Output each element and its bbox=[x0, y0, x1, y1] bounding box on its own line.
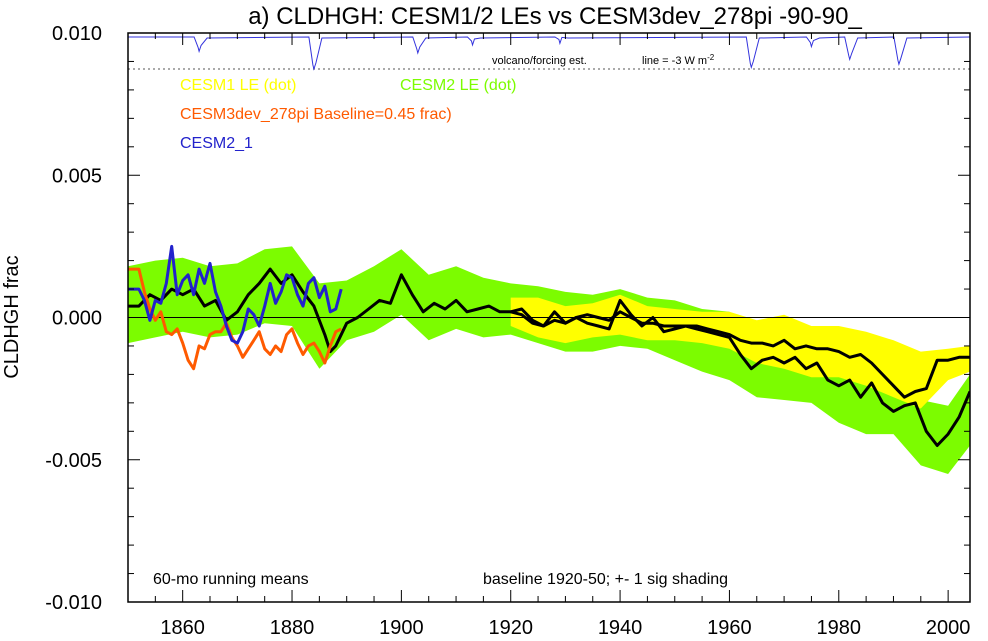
band-cesm1-le bbox=[510, 294, 970, 409]
volcano-label: volcano/forcing est. bbox=[492, 55, 587, 67]
y-tick-label: 0.010 bbox=[52, 23, 102, 45]
legend-cesm2-1: CESM2_1 bbox=[180, 135, 253, 152]
x-axis: 1860 1880 1900 1920 1940 1960 1980 2000 bbox=[127, 33, 971, 639]
legend-cesm2: CESM2 LE (dot) bbox=[400, 77, 516, 94]
ensemble-bands bbox=[128, 246, 970, 474]
legend-cesm1: CESM1 LE (dot) bbox=[180, 77, 296, 94]
x-tick-label: 1880 bbox=[270, 617, 315, 639]
forcing-line-label-text: line = -3 W m bbox=[642, 55, 707, 67]
note-running-means: 60-mo running means bbox=[153, 571, 309, 588]
x-tick-label: 1860 bbox=[160, 617, 205, 639]
x-tick-label: 1960 bbox=[707, 617, 752, 639]
note-baseline: baseline 1920-50; +- 1 sig shading bbox=[483, 571, 728, 588]
y-tick-label: -0.010 bbox=[45, 592, 102, 614]
x-tick-label: 1980 bbox=[817, 617, 862, 639]
y-tick-label: 0.000 bbox=[52, 308, 102, 330]
legend-cesm3: CESM3dev_278pi Baseline=0.45 frac) bbox=[180, 106, 452, 123]
volcano-forcing-curve bbox=[128, 36, 971, 71]
forcing-line-label: line = -3 W m-2 bbox=[642, 53, 715, 67]
volcano-forcing-line bbox=[128, 36, 971, 71]
x-tick-label: 1900 bbox=[379, 617, 424, 639]
y-axis-title: CLDHGH frac bbox=[1, 255, 23, 378]
x-tick-label: 1940 bbox=[598, 617, 643, 639]
line-cesm1-le-mean bbox=[510, 310, 970, 399]
x-tick-label: 2000 bbox=[926, 617, 971, 639]
series-lines bbox=[128, 244, 970, 447]
y-axis: 0.010 0.005 0.000 -0.005 -0.010 bbox=[45, 23, 970, 614]
chart-title: a) CLDHGH: CESM1/2 LEs vs CESM3dev_278pi… bbox=[248, 3, 862, 30]
line-cesm2-1 bbox=[128, 244, 343, 345]
y-tick-label: 0.005 bbox=[52, 165, 102, 187]
x-tick-label: 1920 bbox=[488, 617, 533, 639]
line-cesm3dev bbox=[128, 267, 342, 371]
y-tick-label: -0.005 bbox=[45, 450, 102, 472]
forcing-line-label-sup: -2 bbox=[707, 53, 715, 62]
